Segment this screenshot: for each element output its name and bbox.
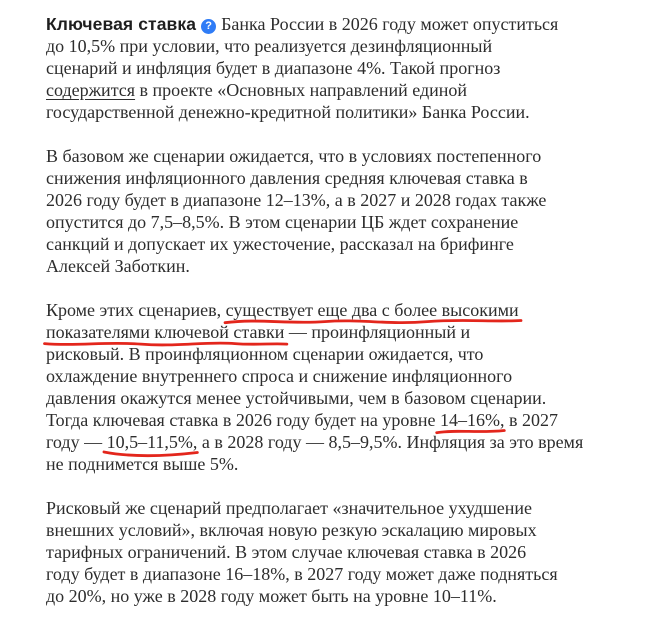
text-line: Рисковый же сценарий предполагает «значи… (46, 497, 625, 519)
text-span: Кроме этих сценариев, (46, 300, 226, 320)
text-line: В базовом же сценарии ожидается, что в у… (46, 145, 625, 167)
text-span: до 20%, но уже в 2028 году может быть на… (46, 586, 497, 606)
text-span: в проекте «Основных направлений единой (135, 80, 468, 100)
text-line: содержится в проекте «Основных направлен… (46, 79, 625, 101)
text-line: снижения инфляционного давления средняя … (46, 167, 625, 189)
text-span: Тогда ключевая ставка в 2026 году будет … (46, 410, 441, 430)
text-span: давления окажутся менее устойчивыми, чем… (46, 388, 547, 408)
text-span: , в 2027 (500, 410, 559, 430)
text-span: опустится до 7,5–8,5%. В этом сценарии Ц… (46, 212, 519, 232)
text-span: Рисковый же сценарий предполагает «значи… (46, 498, 533, 518)
red-underlined-phrase: 10,5–11,5% (107, 432, 193, 452)
text-line: Кроме этих сценариев, существует еще два… (46, 299, 625, 321)
term-keyword: Ключевая ставка (46, 14, 197, 34)
text-span: году будет в диапазоне 16–18%, в 2027 го… (46, 564, 558, 584)
text-line: до 20%, но уже в 2028 году может быть на… (46, 585, 625, 607)
text-span: сценарий и инфляция будет в диапазоне 4%… (46, 58, 501, 78)
article-body: Ключевая ставка? Банка России в 2026 году… (46, 13, 625, 607)
text-span: В базовом же сценарии ожидается, что в у… (46, 146, 542, 166)
red-underlined-phrase: 14–16% (440, 410, 500, 430)
text-span: внешних условий», включая новую резкую э… (46, 520, 537, 540)
text-span: , а в 2028 году — 8,5–9,5%. Инфляция за … (192, 432, 584, 452)
text-span: охлаждение внутреннего спроса и снижение… (46, 366, 513, 386)
text-line: опустится до 7,5–8,5%. В этом сценарии Ц… (46, 211, 625, 233)
paragraph: Рисковый же сценарий предполагает «значи… (46, 497, 625, 607)
source-link[interactable]: содержится (46, 80, 136, 100)
text-line: давления окажутся менее устойчивыми, чем… (46, 387, 625, 409)
red-underlined-phrase: существует еще два с более высокими (226, 300, 519, 320)
text-span: тарифных ограничений. В этом случае ключ… (46, 542, 527, 562)
text-span: Алексей Заботкин. (46, 256, 190, 276)
text-line: охлаждение внутреннего спроса и снижение… (46, 365, 625, 387)
text-line: Тогда ключевая ставка в 2026 году будет … (46, 409, 625, 431)
text-span: государственной денежно-кредитной полити… (46, 102, 530, 122)
text-span: снижения инфляционного давления средняя … (46, 168, 528, 188)
text-line: до 10,5% при условии, что реализуется де… (46, 35, 625, 57)
text-line: 2026 году будет в диапазоне 12–13%, а в … (46, 189, 625, 211)
text-span: 2026 году будет в диапазоне 12–13%, а в … (46, 190, 547, 210)
text-span: Банка России в 2026 году может опуститьс… (221, 14, 559, 34)
text-span: году — (46, 432, 107, 452)
text-line: санкций и допускает их ужесточение, расс… (46, 233, 625, 255)
text-line: году будет в диапазоне 16–18%, в 2027 го… (46, 563, 625, 585)
text-line: сценарий и инфляция будет в диапазоне 4%… (46, 57, 625, 79)
text-line: Ключевая ставка? Банка России в 2026 году… (46, 13, 625, 35)
paragraph: Ключевая ставка? Банка России в 2026 году… (46, 13, 625, 123)
text-span: до 10,5% при условии, что реализуется де… (46, 36, 493, 56)
text-line: внешних условий», включая новую резкую э… (46, 519, 625, 541)
text-line: не поднимется выше 5%. (46, 453, 625, 475)
text-line: Алексей Заботкин. (46, 255, 625, 277)
text-line: показателями ключевой ставки — проинфляц… (46, 321, 625, 343)
text-span: не поднимется выше 5%. (46, 454, 239, 474)
text-line: государственной денежно-кредитной полити… (46, 101, 625, 123)
help-icon[interactable]: ? (201, 19, 217, 34)
text-line: году — 10,5–11,5%, а в 2028 году — 8,5–9… (46, 431, 625, 453)
text-line: тарифных ограничений. В этом случае ключ… (46, 541, 625, 563)
paragraph: В базовом же сценарии ожидается, что в у… (46, 145, 625, 277)
text-span: санкций и допускает их ужесточение, расс… (46, 234, 514, 254)
paragraph: Кроме этих сценариев, существует еще два… (46, 299, 625, 475)
text-line: рисковый. В проинфляционном сценарии ожи… (46, 343, 625, 365)
red-underlined-phrase: показателями ключевой ставки (46, 322, 284, 342)
text-span: рисковый. В проинфляционном сценарии ожи… (46, 344, 484, 364)
text-span: — проинфляционный и (284, 322, 471, 342)
